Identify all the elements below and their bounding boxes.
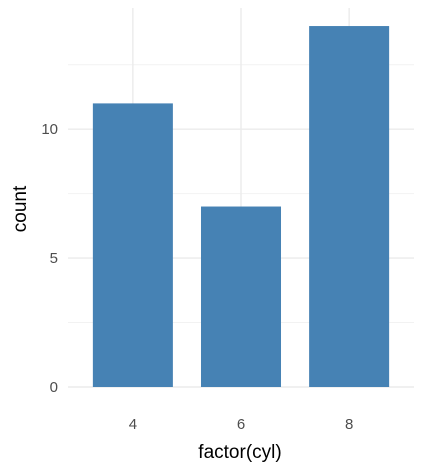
- y-axis-title: count: [10, 185, 31, 232]
- x-tick-label: 8: [345, 416, 353, 433]
- y-axis-ticks: 0 5 10: [41, 121, 58, 396]
- y-tick-label: 0: [50, 379, 58, 396]
- x-axis-title: factor(cyl): [198, 442, 281, 463]
- y-tick-label: 5: [50, 250, 58, 267]
- y-tick-label: 10: [41, 121, 58, 138]
- bar-6: [200, 206, 282, 387]
- bars: [92, 26, 390, 388]
- x-tick-label: 4: [129, 416, 137, 433]
- x-tick-label: 6: [237, 416, 245, 433]
- bar-8: [309, 26, 390, 388]
- x-axis-ticks: 4 6 8: [129, 416, 354, 433]
- bar-4: [92, 103, 173, 387]
